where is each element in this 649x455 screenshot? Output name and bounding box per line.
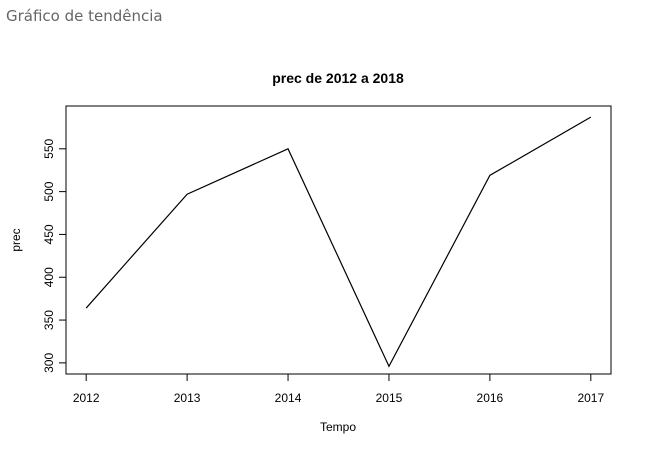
x-axis-label: Tempo <box>320 420 356 434</box>
x-tick-label: 2014 <box>275 391 302 405</box>
y-tick-label: 400 <box>42 267 56 287</box>
series-line <box>85 116 592 368</box>
page-heading: Gráfico de tendência <box>6 7 163 25</box>
plot-frame <box>65 105 612 375</box>
x-tick-label: 2015 <box>376 391 403 405</box>
y-tick-label: 300 <box>42 353 56 373</box>
chart-title: prec de 2012 a 2018 <box>272 70 404 86</box>
series-layer <box>85 116 592 368</box>
x-tick-label: 2016 <box>477 391 504 405</box>
y-tick-label: 350 <box>42 310 56 330</box>
y-tick-label: 550 <box>42 138 56 158</box>
y-tick-label: 450 <box>42 224 56 244</box>
y-axis-label: prec <box>9 228 23 251</box>
x-tick-label: 2013 <box>174 391 201 405</box>
y-axis: 300 350 400 450 500 550 <box>42 138 67 373</box>
x-tick-label: 2012 <box>73 391 100 405</box>
x-axis: 2012 2013 2014 2015 2016 2017 <box>73 373 604 405</box>
y-tick-label: 500 <box>42 181 56 201</box>
x-tick-label: 2017 <box>577 391 604 405</box>
